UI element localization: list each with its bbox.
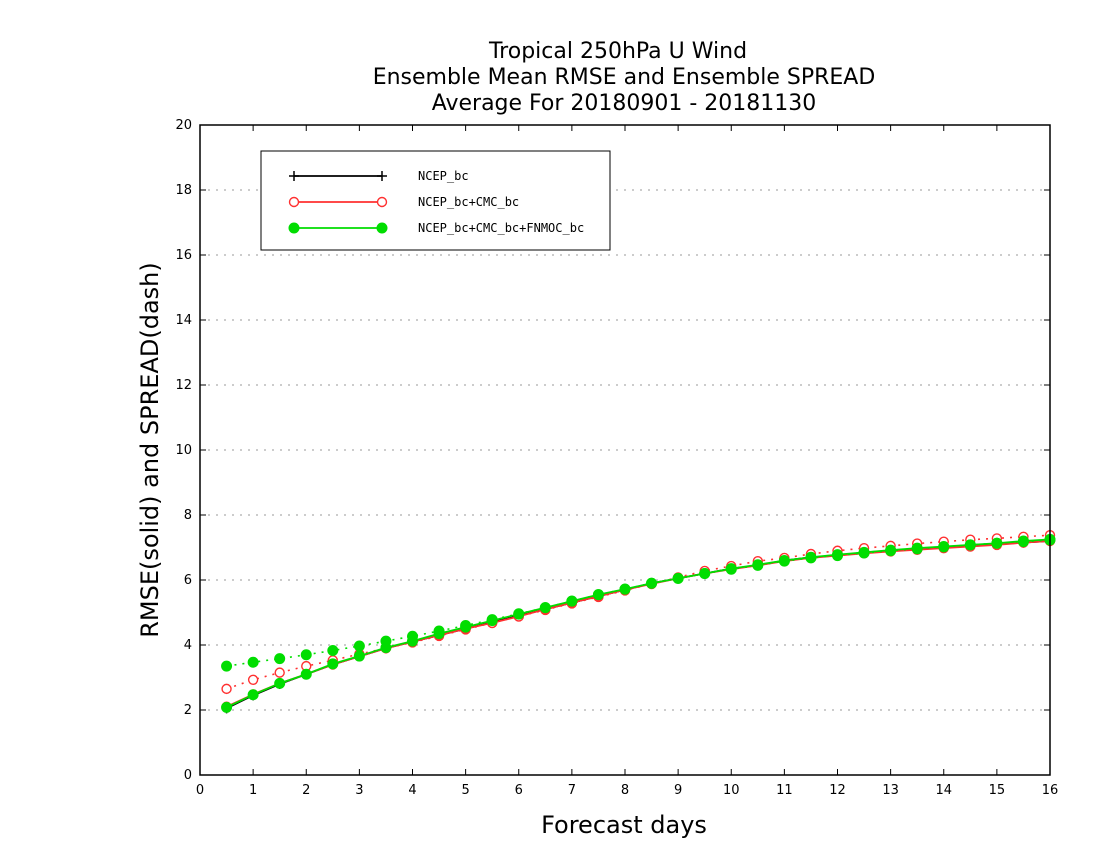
ncep-bc-cmc-bc-fnmoc-bc-rmse-point xyxy=(327,658,339,670)
ncep-bc-cmc-bc-fnmoc-bc-rmse-point xyxy=(247,689,259,701)
legend-marker-ncep-bc xyxy=(289,171,299,181)
ncep-bc-cmc-bc-rmse-line xyxy=(226,540,1051,708)
ncep-bc-cmc-bc-fnmoc-bc-rmse-point xyxy=(725,563,737,575)
ncep-bc-cmc-bc-fnmoc-bc-rmse-point xyxy=(513,608,525,620)
ncep-bc-cmc-bc-fnmoc-bc-rmse-point xyxy=(619,583,631,595)
ncep-bc-cmc-bc-fnmoc-bc-rmse-point xyxy=(433,628,445,640)
x-tick-label: 6 xyxy=(515,783,523,798)
chart-title-line-2: Ensemble Mean RMSE and Ensemble SPREAD xyxy=(373,65,876,90)
y-tick-label: 0 xyxy=(184,768,192,783)
ncep-bc-cmc-bc-fnmoc-bc-rmse-point xyxy=(699,568,711,579)
y-tick-label: 2 xyxy=(184,703,192,718)
ncep-bc-cmc-bc-fnmoc-bc-rmse-point xyxy=(592,589,604,601)
legend-marker-ncep-bc-cmc-bc-fnmoc-bc xyxy=(376,222,388,234)
x-tick-label: 1 xyxy=(249,783,257,798)
y-axis-title: RMSE(solid) and SPREAD(dash) xyxy=(136,262,164,638)
ncep-bc-cmc-bc-fnmoc-bc-spread-point xyxy=(327,645,339,657)
legend-marker-ncep-bc xyxy=(377,171,387,181)
x-axis: 0 1 2 3 4 5 6 7 8 9 10 11 12 13 14 15 16 xyxy=(196,125,1058,798)
x-tick-label: 15 xyxy=(989,783,1006,798)
x-tick-label: 9 xyxy=(674,783,682,798)
ncep-bc-cmc-bc-fnmoc-bc-rmse-line xyxy=(226,538,1051,709)
legend: NCEP_bc NCEP_bc+CMC_bc NCEP_bc+CMC_bc+FNMO… xyxy=(260,150,611,251)
ncep-bc-cmc-bc-fnmoc-bc-rmse-point xyxy=(805,551,817,563)
ncep-bc-cmc-bc-fnmoc-bc-rmse-point xyxy=(885,544,897,556)
x-axis-title: Forecast days xyxy=(541,811,707,839)
legend-label-ncep-bc-cmc-bc-fnmoc-bc: NCEP_bc+CMC_bc+FNMOC_bc xyxy=(418,221,584,235)
ncep-bc-cmc-bc-spread-point xyxy=(274,667,285,678)
ncep-bc-cmc-bc-fnmoc-bc-rmse-point xyxy=(964,539,976,551)
chart-title-line-1: Tropical 250hPa U Wind xyxy=(488,39,747,64)
series-ncep-bc xyxy=(221,536,1055,714)
ncep-bc-cmc-bc-fnmoc-bc-rmse-point xyxy=(672,572,684,584)
x-tick-label: 16 xyxy=(1042,783,1059,798)
y-tick-label: 12 xyxy=(175,378,192,393)
y-tick-label: 8 xyxy=(184,508,192,523)
x-tick-label: 7 xyxy=(568,783,576,798)
series-ncep-bc-cmc-bc-fnmoc-bc xyxy=(221,533,1056,713)
ncep-bc-cmc-bc-fnmoc-bc-rmse-point xyxy=(380,642,392,654)
y-tick-label: 10 xyxy=(175,443,192,458)
y-tick-label: 4 xyxy=(184,638,192,653)
ncep-bc-cmc-bc-fnmoc-bc-rmse-point xyxy=(752,559,764,571)
legend-marker-ncep-bc-cmc-bc xyxy=(376,196,388,208)
y-tick-label: 18 xyxy=(175,183,192,198)
ncep-bc-cmc-bc-fnmoc-bc-rmse-point xyxy=(460,621,472,633)
x-tick-label: 5 xyxy=(461,783,469,798)
ncep-bc-cmc-bc-fnmoc-bc-spread-line xyxy=(226,539,1051,667)
gridlines xyxy=(200,189,1050,711)
ncep-bc-cmc-bc-fnmoc-bc-rmse-point xyxy=(486,615,498,627)
ncep-bc-cmc-bc-fnmoc-bc-rmse-point xyxy=(274,677,286,689)
ncep-bc-cmc-bc-fnmoc-bc-rmse-point xyxy=(1017,535,1029,547)
ncep-bc-cmc-bc-fnmoc-bc-rmse-point xyxy=(911,542,923,554)
ncep-bc-cmc-bc-spread-line xyxy=(226,534,1051,690)
ncep-bc-cmc-bc-fnmoc-bc-spread-point xyxy=(274,653,286,665)
y-axis: 0 2 4 6 8 10 12 14 16 18 20 xyxy=(175,118,1050,783)
x-tick-label: 13 xyxy=(882,783,899,798)
ncep-bc-cmc-bc-fnmoc-bc-rmse-point xyxy=(832,549,843,561)
x-tick-label: 12 xyxy=(829,783,846,798)
ncep-bc-cmc-bc-fnmoc-bc-rmse-point xyxy=(778,555,790,566)
ncep-bc-cmc-bc-fnmoc-bc-spread-point xyxy=(247,656,259,668)
ncep-bc-cmc-bc-fnmoc-bc-rmse-point xyxy=(300,668,312,680)
x-tick-label: 8 xyxy=(621,783,629,798)
ncep-bc-cmc-bc-spread-point xyxy=(221,683,232,695)
series-layer xyxy=(221,529,1056,714)
ncep-bc-cmc-bc-fnmoc-bc-rmse-point xyxy=(938,541,950,553)
y-tick-label: 6 xyxy=(184,573,192,588)
ncep-bc-cmc-bc-spread-point xyxy=(247,674,259,685)
ncep-bc-cmc-bc-fnmoc-bc-rmse-point xyxy=(353,650,365,662)
legend-marker-ncep-bc-cmc-bc xyxy=(288,196,300,208)
legend-label-ncep-bc: NCEP_bc xyxy=(418,169,469,183)
x-tick-label: 3 xyxy=(355,783,363,798)
ncep-bc-cmc-bc-fnmoc-bc-spread-point xyxy=(300,649,312,661)
x-tick-label: 2 xyxy=(302,783,310,798)
legend-label-ncep-bc-cmc-bc: NCEP_bc+CMC_bc xyxy=(418,195,519,209)
x-tick-label: 0 xyxy=(196,783,204,798)
ncep-bc-cmc-bc-fnmoc-bc-spread-point xyxy=(221,660,233,672)
ncep-bc-cmc-bc-fnmoc-bc-rmse-point xyxy=(646,577,658,589)
y-tick-label: 16 xyxy=(175,248,192,263)
series-ncep-bc-cmc-bc xyxy=(221,529,1056,712)
x-tick-label: 10 xyxy=(723,783,740,798)
ncep-bc-cmc-bc-fnmoc-bc-rmse-point xyxy=(858,546,870,558)
y-tick-label: 20 xyxy=(175,118,192,133)
ncep-bc-cmc-bc-fnmoc-bc-rmse-point xyxy=(566,595,578,607)
ncep-bc-rmse-line xyxy=(226,540,1051,710)
legend-box xyxy=(260,150,611,251)
ncep-bc-cmc-bc-fnmoc-bc-rmse-point xyxy=(407,635,418,647)
x-tick-label: 11 xyxy=(776,783,793,798)
ncep-bc-cmc-bc-fnmoc-bc-rmse-point xyxy=(539,602,551,614)
x-tick-label: 4 xyxy=(408,783,416,798)
ncep-bc-cmc-bc-fnmoc-bc-rmse-point xyxy=(991,537,1003,549)
x-tick-label: 14 xyxy=(935,783,952,798)
ncep-bc-cmc-bc-fnmoc-bc-spread-point xyxy=(353,640,365,652)
ncep-bc-cmc-bc-fnmoc-bc-rmse-point xyxy=(221,701,233,713)
y-tick-label: 14 xyxy=(175,313,192,328)
legend-marker-ncep-bc-cmc-bc-fnmoc-bc xyxy=(288,222,300,234)
chart-title-line-3: Average For 20180901 - 20181130 xyxy=(432,91,817,116)
